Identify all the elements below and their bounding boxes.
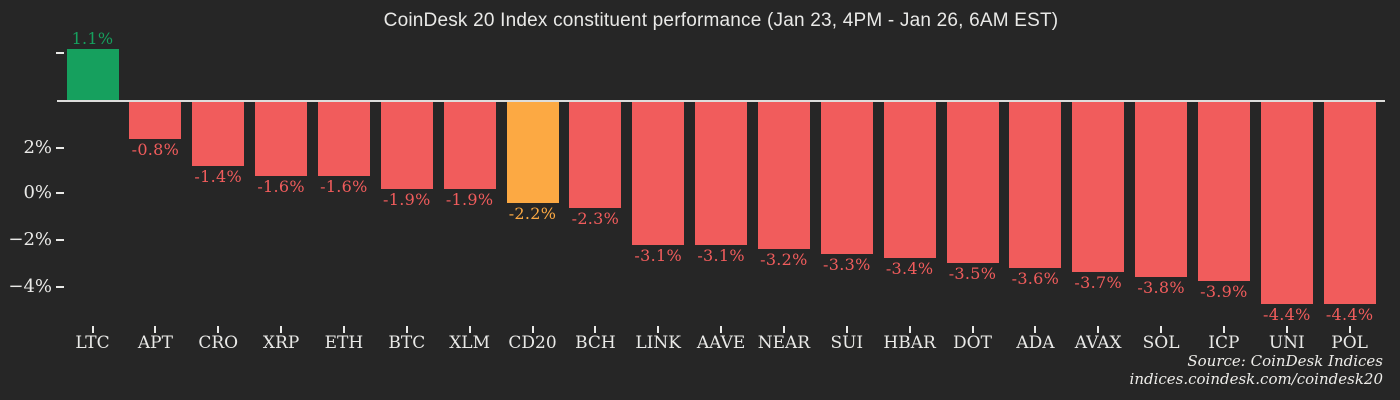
- x-axis-tick: [971, 326, 974, 333]
- x-axis-label-cro: CRO: [198, 333, 239, 353]
- x-axis-tick: [1285, 326, 1288, 333]
- bar-icp: [1197, 102, 1250, 282]
- bar-near: [757, 102, 810, 250]
- bar-link: [632, 102, 685, 245]
- x-axis-label-apt: APT: [137, 333, 173, 353]
- bar-value-label: -4.4%: [1263, 305, 1311, 325]
- bar-value-label: -1.6%: [320, 176, 368, 196]
- x-axis-label-sui: SUI: [830, 333, 864, 353]
- y-axis-tick: [56, 286, 64, 288]
- x-axis-tick: [468, 326, 471, 333]
- y-axis-label: −2%: [8, 229, 52, 250]
- x-axis-label-xlm: XLM: [449, 333, 490, 353]
- y-axis-tick: [56, 239, 64, 241]
- bar-value-label: -1.9%: [445, 190, 494, 210]
- x-axis-tick: [405, 326, 408, 333]
- x-axis-tick: [280, 326, 283, 333]
- x-axis-tick: [782, 326, 785, 333]
- bar-eth: [317, 102, 370, 176]
- bar-value-label: -1.4%: [194, 167, 242, 187]
- x-axis-label-hbar: HBAR: [883, 333, 936, 353]
- bar-hbar: [883, 102, 936, 259]
- x-axis-label-btc: BTC: [388, 333, 426, 353]
- bar-value-label: -3.1%: [697, 245, 745, 265]
- zero-baseline: [57, 100, 1385, 102]
- bar-cro: [192, 102, 245, 167]
- bar-value-label: -3.3%: [823, 254, 871, 274]
- x-axis-label-dot: DOT: [953, 333, 992, 353]
- bar-value-label: -1.6%: [257, 176, 305, 196]
- bar-xlm: [443, 102, 496, 190]
- x-axis-tick: [1034, 326, 1037, 333]
- x-axis-tick: [1348, 326, 1351, 333]
- bar-value-label: -3.7%: [1074, 273, 1122, 293]
- bar-aave: [695, 102, 748, 245]
- y-axis-tick: [56, 147, 64, 149]
- bar-sol: [1135, 102, 1188, 277]
- x-axis-tick: [845, 326, 848, 333]
- x-axis-tick: [908, 326, 911, 333]
- y-axis-label: −4%: [8, 276, 52, 297]
- x-axis-label-aave: AAVE: [696, 333, 746, 353]
- bar-bch: [569, 102, 622, 208]
- bar-value-label: -3.4%: [885, 259, 934, 279]
- bar-value-label: -3.5%: [948, 264, 997, 283]
- bar-value-label: -0.8%: [131, 139, 180, 159]
- bar-value-label: -3.2%: [760, 250, 808, 270]
- x-axis-label-xrp: XRP: [262, 333, 300, 353]
- x-axis-label-near: NEAR: [757, 333, 811, 353]
- x-axis-label-uni: UNI: [1268, 333, 1305, 353]
- x-axis-tick: [1222, 326, 1225, 333]
- bar-btc: [380, 102, 433, 190]
- bar-value-label: -3.1%: [634, 245, 682, 265]
- bar-xrp: [255, 102, 308, 176]
- bar-cd20: [506, 102, 559, 204]
- x-axis-tick: [720, 326, 723, 333]
- bar-value-label: -2.3%: [571, 208, 620, 228]
- y-axis-tick: [56, 52, 64, 54]
- x-axis-label-eth: ETH: [324, 333, 364, 353]
- x-axis-label-ltc: LTC: [75, 333, 110, 353]
- bar-value-label: -3.6%: [1011, 268, 1060, 288]
- x-axis-tick: [1160, 326, 1163, 333]
- bar-value-label: -2.2%: [508, 204, 557, 224]
- x-axis-label-icp: ICP: [1208, 333, 1240, 353]
- bar-pol: [1323, 102, 1376, 305]
- source-credit: Source: CoinDesk Indices: [1187, 352, 1383, 370]
- bar-value-label: -3.9%: [1200, 282, 1248, 302]
- x-axis-tick: [154, 326, 157, 333]
- x-axis-tick: [531, 326, 534, 333]
- x-axis-label-ada: ADA: [1016, 333, 1055, 353]
- bar-sui: [820, 102, 873, 254]
- bar-ltc: [66, 49, 119, 100]
- x-axis-label-sol: SOL: [1142, 333, 1180, 353]
- x-axis-label-cd20: CD20: [508, 333, 557, 353]
- y-axis-label: 0%: [23, 182, 52, 203]
- bar-apt: [129, 102, 182, 139]
- x-axis-tick: [342, 326, 345, 333]
- x-axis-tick: [217, 326, 220, 333]
- bar-avax: [1072, 102, 1125, 273]
- x-axis-label-pol: POL: [1331, 333, 1368, 353]
- x-axis-label-link: LINK: [635, 333, 681, 353]
- x-axis-label-avax: AVAX: [1074, 333, 1122, 353]
- x-axis-tick: [594, 326, 597, 333]
- bar-value-label: -3.8%: [1137, 277, 1185, 297]
- bar-value-label: -4.4%: [1325, 305, 1374, 325]
- source-url: indices.coindesk.com/coindesk20: [1129, 370, 1383, 388]
- bar-ada: [1009, 102, 1062, 268]
- x-axis-tick: [657, 326, 660, 333]
- x-axis-tick: [91, 326, 94, 333]
- bar-value-label: 1.1%: [71, 29, 114, 49]
- y-axis-label: 2%: [23, 137, 52, 158]
- y-axis-tick: [56, 192, 64, 194]
- x-axis-label-bch: BCH: [575, 333, 616, 353]
- bar-dot: [946, 102, 999, 263]
- bar-uni: [1260, 102, 1313, 305]
- x-axis-tick: [1097, 326, 1100, 333]
- chart-title: CoinDesk 20 Index constituent performanc…: [383, 10, 1059, 31]
- bar-value-label: -1.9%: [383, 190, 431, 210]
